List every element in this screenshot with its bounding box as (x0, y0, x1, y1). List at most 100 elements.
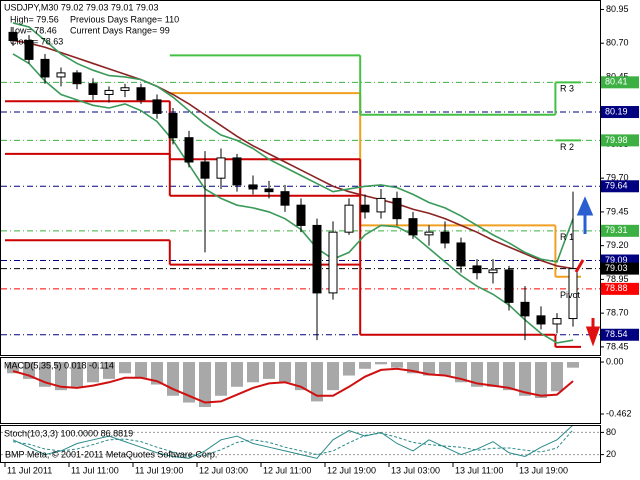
candle-body (552, 318, 562, 325)
macd-bar (183, 362, 195, 403)
y-tick-label: 20 (606, 449, 616, 459)
info-text: Close= 78.63 (10, 36, 63, 46)
macd-bar (215, 362, 227, 396)
y-tick-label: -0.462 (606, 408, 632, 418)
y-tick-label: 80.70 (606, 38, 629, 48)
macd-bar (71, 362, 83, 387)
sell-arrow (574, 259, 601, 347)
candle-body (232, 157, 242, 186)
candle-body (248, 184, 258, 190)
candle-body (344, 204, 354, 233)
candle-body (280, 191, 290, 206)
macd-bar (7, 362, 19, 374)
macd-bar (311, 362, 323, 402)
candle-body (136, 87, 146, 101)
y-tick-label: 79.45 (606, 206, 629, 216)
candle-body (328, 231, 338, 294)
macd-bar (199, 362, 211, 408)
candle-body (200, 161, 210, 179)
stoch-title: Stoch(10,3,3) 100.0000 86.8819 (4, 428, 133, 438)
candle-body (152, 99, 162, 114)
price-label-bg (601, 180, 639, 193)
level-label: Pivot (560, 290, 581, 300)
indicator-line (12, 22, 574, 263)
candle-body (264, 188, 274, 193)
y-tick-label: 78.45 (606, 341, 629, 351)
macd-bar (455, 362, 467, 383)
candle-body (184, 137, 194, 163)
price-label: 79.03 (605, 263, 628, 273)
macd-bar (247, 362, 259, 383)
macd-bar (119, 362, 131, 374)
y-tick-label: 78.95 (606, 274, 629, 284)
price-label-bg (601, 224, 639, 237)
macd-bar (423, 362, 435, 376)
macd-bar (359, 362, 371, 369)
main-pane-border (0, 0, 601, 356)
candle-body (8, 31, 18, 41)
price-label: 79.31 (605, 225, 628, 235)
macd-bar (327, 362, 339, 391)
x-tick-label: 12 Jul 11:00 (263, 465, 311, 475)
x-tick-label: 12 Jul 19:00 (327, 465, 376, 475)
candle-body (456, 242, 466, 267)
candle-body (72, 72, 82, 85)
y-tick-label: 79.70 (606, 173, 629, 183)
info-text: High= 79.56 (10, 14, 59, 24)
candle-body (168, 112, 178, 139)
x-tick-label: 12 Jul 03:00 (199, 465, 248, 475)
level-label: R 3 (560, 84, 574, 94)
x-tick-label: 11 Jul 19:00 (135, 465, 183, 475)
price-label-bg (601, 262, 639, 275)
candle-body (376, 197, 386, 213)
macd-bar (55, 362, 67, 391)
price-label: 80.19 (605, 106, 628, 116)
x-tick-label: 13 Jul 19:00 (519, 465, 568, 475)
macd-bar (439, 362, 451, 376)
x-tick-label: 13 Jul 11:00 (455, 465, 503, 475)
indicator-line (12, 39, 574, 270)
macd-bar (391, 362, 403, 368)
buy-arrow (576, 196, 594, 234)
price-label-bg (601, 134, 639, 147)
copyright: BMP Meta, © 2001-2011 MetaQuotes Softwar… (5, 449, 217, 459)
y-tick-label: 80.45 (606, 71, 629, 81)
macd-bar (87, 362, 99, 383)
macd-bar (551, 362, 563, 392)
info-text: Low= 78.46 (10, 25, 57, 35)
price-label: 79.98 (605, 135, 628, 145)
chart-title: USDJPY,M30 79.02 79.03 79.01 79.03 (4, 2, 158, 12)
x-tick-label: 13 Jul 03:00 (391, 465, 440, 475)
macd-bar (343, 362, 355, 376)
price-label-bg (601, 328, 639, 341)
macd-bar (407, 362, 419, 374)
macd-bar (375, 362, 387, 365)
price-label-bg (601, 282, 639, 295)
macd-bar (519, 362, 531, 396)
price-label: 78.54 (605, 329, 628, 339)
candle-body (104, 89, 114, 95)
macd-bar (503, 362, 515, 391)
stoch-line (12, 424, 574, 459)
macd-bar (263, 362, 275, 379)
candle-body (408, 218, 418, 236)
candle-body (216, 157, 226, 179)
level-label: R 2 (560, 142, 574, 152)
stoch-line (12, 429, 574, 457)
price-label-bg (601, 106, 639, 119)
candle-body (520, 301, 530, 317)
x-tick-label: 11 Jul 11:00 (71, 465, 119, 475)
macd-bar (279, 362, 291, 383)
y-tick-label: 78.70 (606, 308, 629, 318)
candle-body (40, 58, 50, 78)
candle-body (56, 72, 66, 78)
candle-body (504, 269, 514, 303)
info-text: Current Days Range= 99 (70, 25, 170, 35)
macd-bar (231, 362, 243, 387)
candle-body (24, 39, 34, 60)
macd-bar (535, 362, 547, 399)
macd-bar (103, 362, 115, 379)
price-label: 79.64 (605, 181, 628, 191)
info-text: Previous Days Range= 110 (70, 14, 179, 24)
